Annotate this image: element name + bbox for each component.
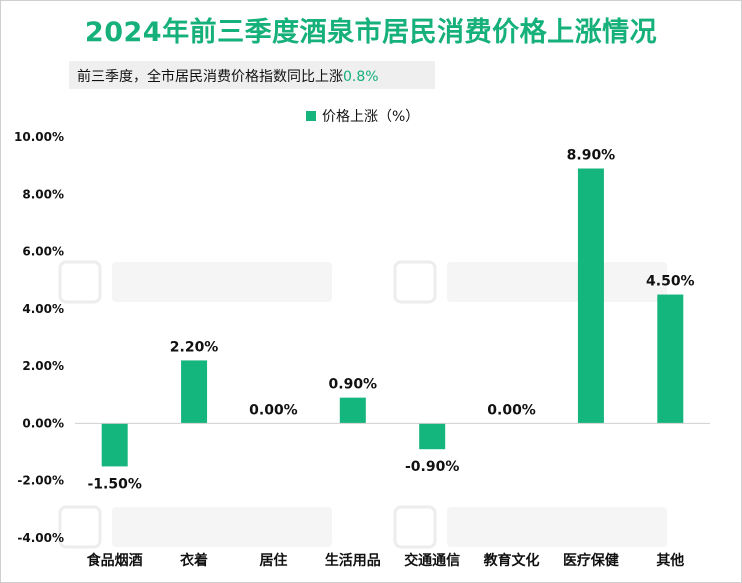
watermark-mark — [58, 260, 332, 304]
x-tick-label: 生活用品 — [325, 552, 381, 569]
subtitle-highlight-value: 0.8% — [343, 69, 379, 85]
y-tick-label: 6.00% — [22, 245, 64, 259]
x-tick-label: 食品烟酒 — [87, 552, 143, 569]
legend-swatch — [306, 111, 316, 121]
bars-group — [101, 168, 684, 467]
bar — [577, 168, 604, 424]
legend-label: 价格上涨（%） — [322, 109, 420, 125]
x-axis-ticks: 食品烟酒 衣着 居住 生活用品 交通通信 教育文化 医疗保健 其他 — [87, 552, 685, 569]
watermark-mark — [58, 505, 332, 549]
x-tick-label: 衣着 — [180, 552, 208, 569]
y-tick-label: 2.00% — [22, 359, 64, 373]
data-label: -1.50% — [87, 476, 141, 492]
y-axis-ticks: -4.00% -2.00% 0.00% 2.00% 4.00% 6.00% 8.00% 10.… — [14, 130, 64, 545]
data-label: -0.90% — [405, 459, 459, 475]
y-tick-label: -4.00% — [17, 531, 64, 545]
bar — [101, 423, 128, 467]
watermark-layer — [58, 260, 667, 549]
bar — [657, 294, 684, 424]
data-label: 0.90% — [329, 377, 378, 393]
y-tick-label: 4.00% — [22, 302, 64, 316]
watermark-mark — [393, 260, 667, 304]
x-tick-label: 其他 — [656, 552, 684, 569]
x-tick-label: 交通通信 — [404, 552, 460, 569]
bar — [419, 423, 446, 450]
subtitle-box: 前三季度，全市居民消费价格指数同比上涨0.8% — [69, 61, 435, 89]
x-tick-label: 教育文化 — [484, 552, 540, 569]
y-tick-label: -2.00% — [17, 474, 64, 488]
watermark-mark — [393, 505, 667, 549]
y-tick-label: 8.00% — [22, 187, 64, 201]
subtitle: 前三季度，全市居民消费价格指数同比上涨0.8% — [77, 66, 379, 86]
y-tick-label: 0.00% — [22, 416, 64, 430]
data-label: 2.20% — [170, 339, 219, 355]
x-tick-label: 医疗保健 — [563, 552, 619, 569]
data-label: 0.00% — [249, 402, 298, 418]
data-label: 4.50% — [646, 274, 695, 290]
bar — [339, 397, 366, 424]
subtitle-text: 前三季度，全市居民消费价格指数同比上涨 — [77, 69, 343, 85]
data-label: 0.00% — [487, 402, 536, 418]
x-tick-label: 居住 — [259, 552, 287, 569]
bar — [181, 360, 208, 424]
y-tick-label: 10.00% — [14, 130, 64, 144]
chart-title: 2024年前三季度酒泉市居民消费价格上涨情况 — [84, 17, 658, 48]
data-labels: -1.50% 2.20% 0.00% 0.90% -0.90% 0.00% 8.90% 4.5… — [87, 148, 694, 493]
data-label: 8.90% — [567, 148, 616, 164]
chart-legend: 价格上涨（%） — [306, 106, 419, 126]
